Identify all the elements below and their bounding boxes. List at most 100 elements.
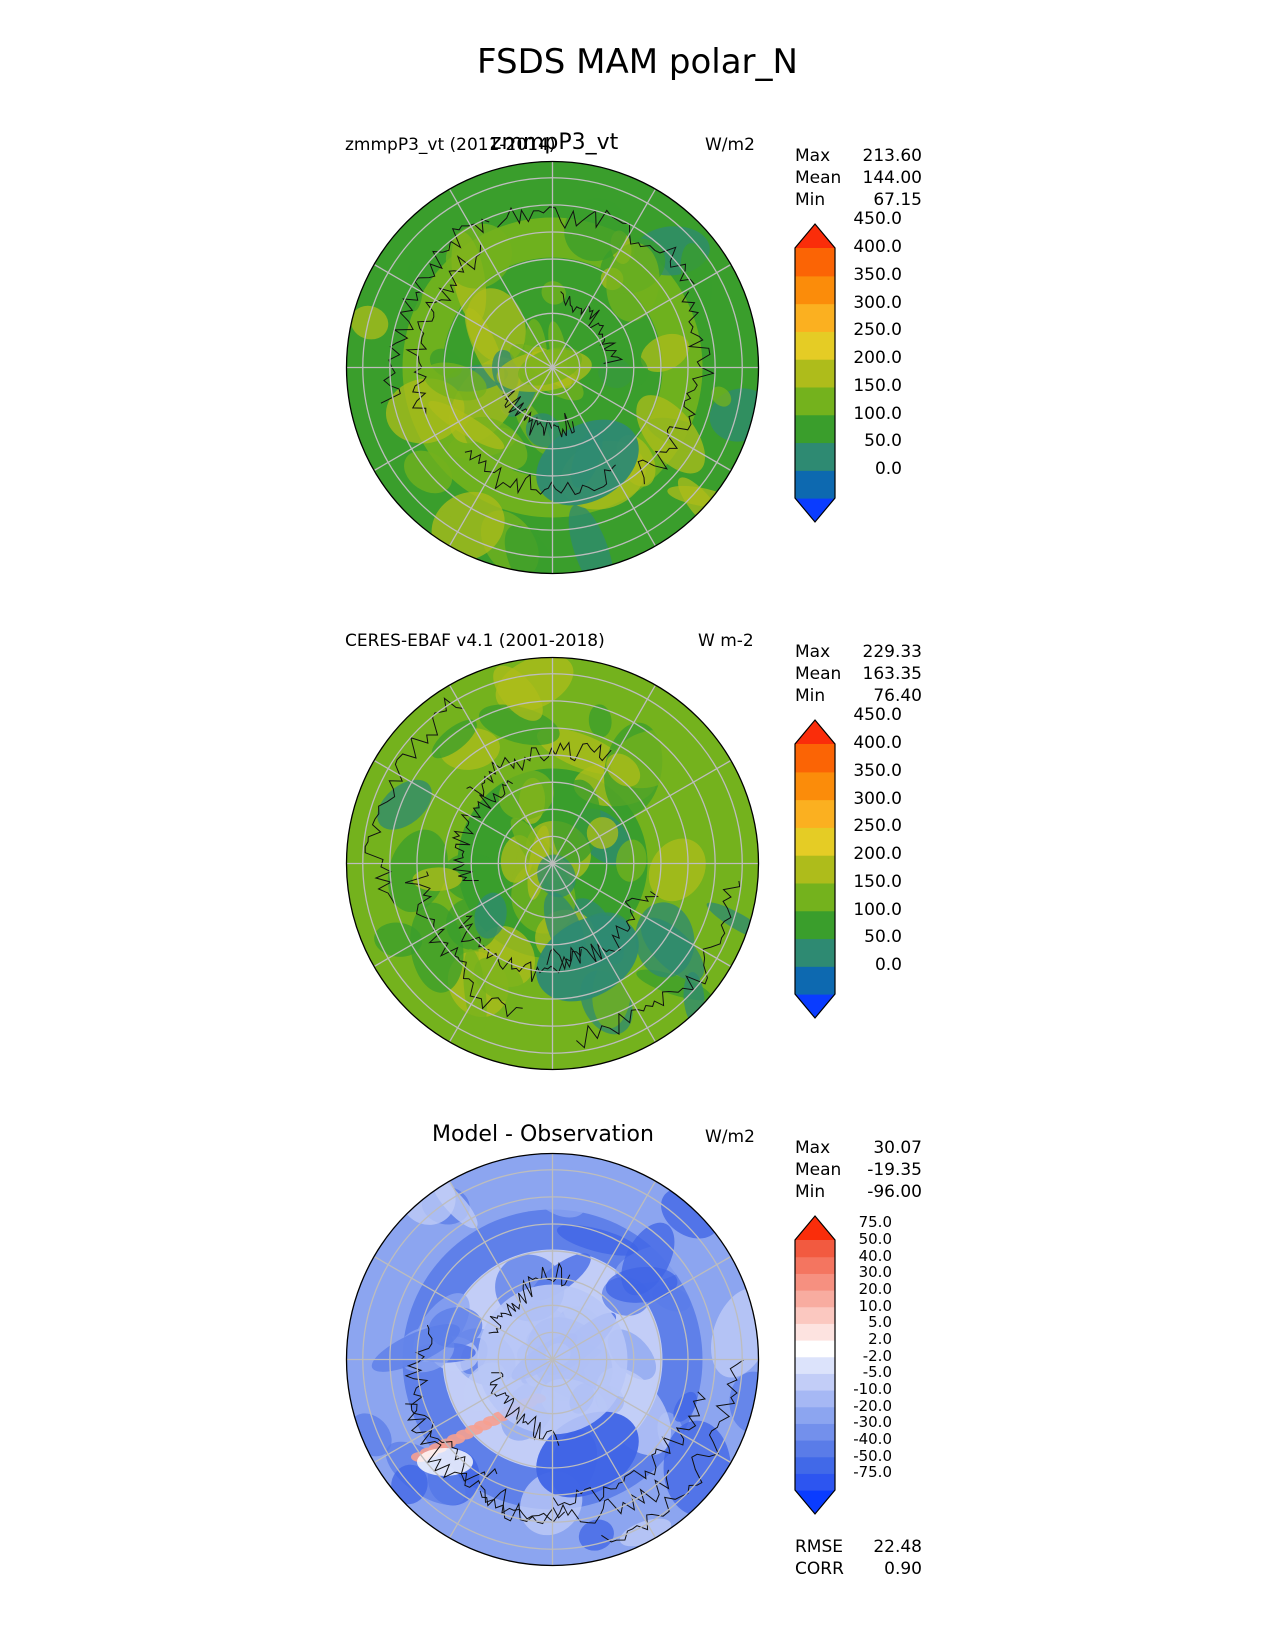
colorbar-segment	[795, 855, 835, 884]
colorbar-segment	[795, 1390, 835, 1408]
field-patch	[442, 853, 504, 902]
colorbar-tick-label: 350.0	[853, 264, 902, 285]
field-patch	[640, 333, 690, 372]
colorbar-segment	[795, 1323, 835, 1341]
colorbar-tick-label: 50.0	[864, 927, 902, 948]
field-patch	[405, 260, 424, 312]
colorbar-tick-label: -5.0	[862, 1363, 892, 1382]
metric-corr-value: 0.90	[884, 1559, 922, 1579]
colorbar-extend-min	[795, 1490, 835, 1514]
colorbar-tick-label: 50.0	[858, 1230, 892, 1248]
colorbar-segment	[795, 771, 835, 801]
panel-observation: CERES-EBAF v4.1 (2001-2018) W m-2 Max 22…	[0, 496, 1275, 1071]
metric-corr-label: CORR	[795, 1559, 844, 1579]
field-patch	[621, 1222, 675, 1296]
field-patch	[410, 902, 464, 993]
field-patch	[350, 305, 389, 340]
coastline	[546, 891, 659, 971]
colorbar-segment	[795, 1290, 835, 1308]
colorbar-segment	[795, 414, 835, 444]
map-field	[346, 161, 759, 574]
colorbar	[794, 223, 836, 523]
coastline	[405, 1403, 566, 1525]
colorbar-segment	[795, 248, 835, 277]
figure-title: FSDS MAM polar_N	[477, 42, 798, 82]
stat-max-label: Max	[795, 146, 831, 166]
polar-map	[345, 1152, 760, 1567]
map-field	[346, 657, 759, 1070]
colorbar-extend-max	[795, 224, 835, 248]
colorbar-segment	[795, 359, 835, 388]
colorbar-segment	[795, 442, 835, 471]
field-patch	[428, 400, 505, 450]
colorbar	[794, 1215, 836, 1515]
panel-left-title: zmmpP3_vt (2011-2014)	[345, 135, 556, 155]
colorbar-tick-label: 150.0	[853, 375, 902, 396]
colorbar	[794, 719, 836, 1019]
stat-min-value: 67.15	[873, 190, 922, 210]
colorbar-segment	[795, 303, 835, 332]
coastline	[576, 880, 741, 1049]
colorbar-tick-label: 300.0	[853, 788, 902, 809]
map-boundary	[345, 160, 760, 575]
stat-max-value: 213.60	[862, 146, 922, 166]
colorbar-extend-min	[795, 994, 835, 1018]
stat-mean-value: 144.00	[862, 168, 922, 188]
colorbar-extend-max	[795, 720, 835, 744]
coastline	[464, 450, 616, 496]
graticule	[346, 657, 759, 1070]
colorbar-tick-label: 450.0	[853, 209, 902, 230]
field-patch	[387, 829, 448, 913]
colorbar-segment	[795, 1306, 835, 1324]
field-near-zero	[417, 1448, 473, 1476]
field-patch	[673, 1391, 697, 1422]
field-patch	[428, 1505, 512, 1529]
stat-mean-value: -19.35	[867, 1160, 922, 1180]
colorbar-tick-label: -20.0	[853, 1396, 892, 1415]
field-patch	[616, 839, 647, 882]
field-low-region	[536, 419, 639, 506]
stat-max-value: 229.33	[862, 642, 922, 662]
field-patch	[412, 867, 463, 892]
field-patch	[504, 524, 563, 574]
colorbar-segment	[795, 938, 835, 967]
stat-mean-label: Mean	[795, 168, 842, 188]
metric-rmse-label: RMSE	[795, 1537, 844, 1557]
field-patch	[556, 1224, 639, 1256]
panel-units: W/m2	[705, 1127, 755, 1147]
field-patch	[498, 769, 554, 820]
panel-model: zmmpP3_vt (2011-2014) zmmpP3_vt W/m2 Max…	[0, 0, 1275, 575]
colorbar-tick-label: 50.0	[864, 431, 902, 452]
coastline	[601, 1358, 745, 1543]
coastline	[451, 779, 513, 881]
colorbar-segment	[795, 1406, 835, 1424]
colorbar-segment	[795, 1373, 835, 1391]
colorbar-tick-label: 150.0	[853, 871, 902, 892]
field-patch	[578, 1519, 614, 1551]
colorbar-segment	[795, 827, 835, 856]
coastline	[404, 1324, 498, 1482]
colorbar-segment	[795, 1423, 835, 1441]
colorbar-tick-label: 250.0	[853, 320, 902, 341]
field-patch	[527, 825, 550, 900]
colorbar-tick-label: 200.0	[853, 844, 902, 865]
field-patch	[428, 1307, 483, 1348]
panel-units: W/m2	[705, 135, 755, 155]
colorbar-tick-label: -30.0	[853, 1413, 892, 1432]
colorbar-tick-label: -75.0	[853, 1463, 892, 1482]
colorbar-segment	[795, 331, 835, 360]
graticule	[346, 1153, 759, 1566]
colorbar-segment	[795, 470, 835, 499]
colorbar-extend-min	[795, 498, 835, 522]
stat-min-label: Min	[795, 190, 826, 210]
panel-units: W m-2	[698, 631, 754, 651]
longitude-line	[373, 263, 732, 472]
colorbar-tick-label: -50.0	[853, 1446, 892, 1465]
stat-mean-value: 163.35	[862, 664, 922, 684]
panel-center-title: zmmpP3_vt	[490, 130, 619, 155]
coastlines	[380, 206, 715, 496]
colorbar-segment	[795, 1240, 835, 1258]
graticule	[346, 161, 759, 574]
stat-min-label: Min	[795, 1182, 826, 1202]
colorbar-segment	[795, 1473, 835, 1491]
